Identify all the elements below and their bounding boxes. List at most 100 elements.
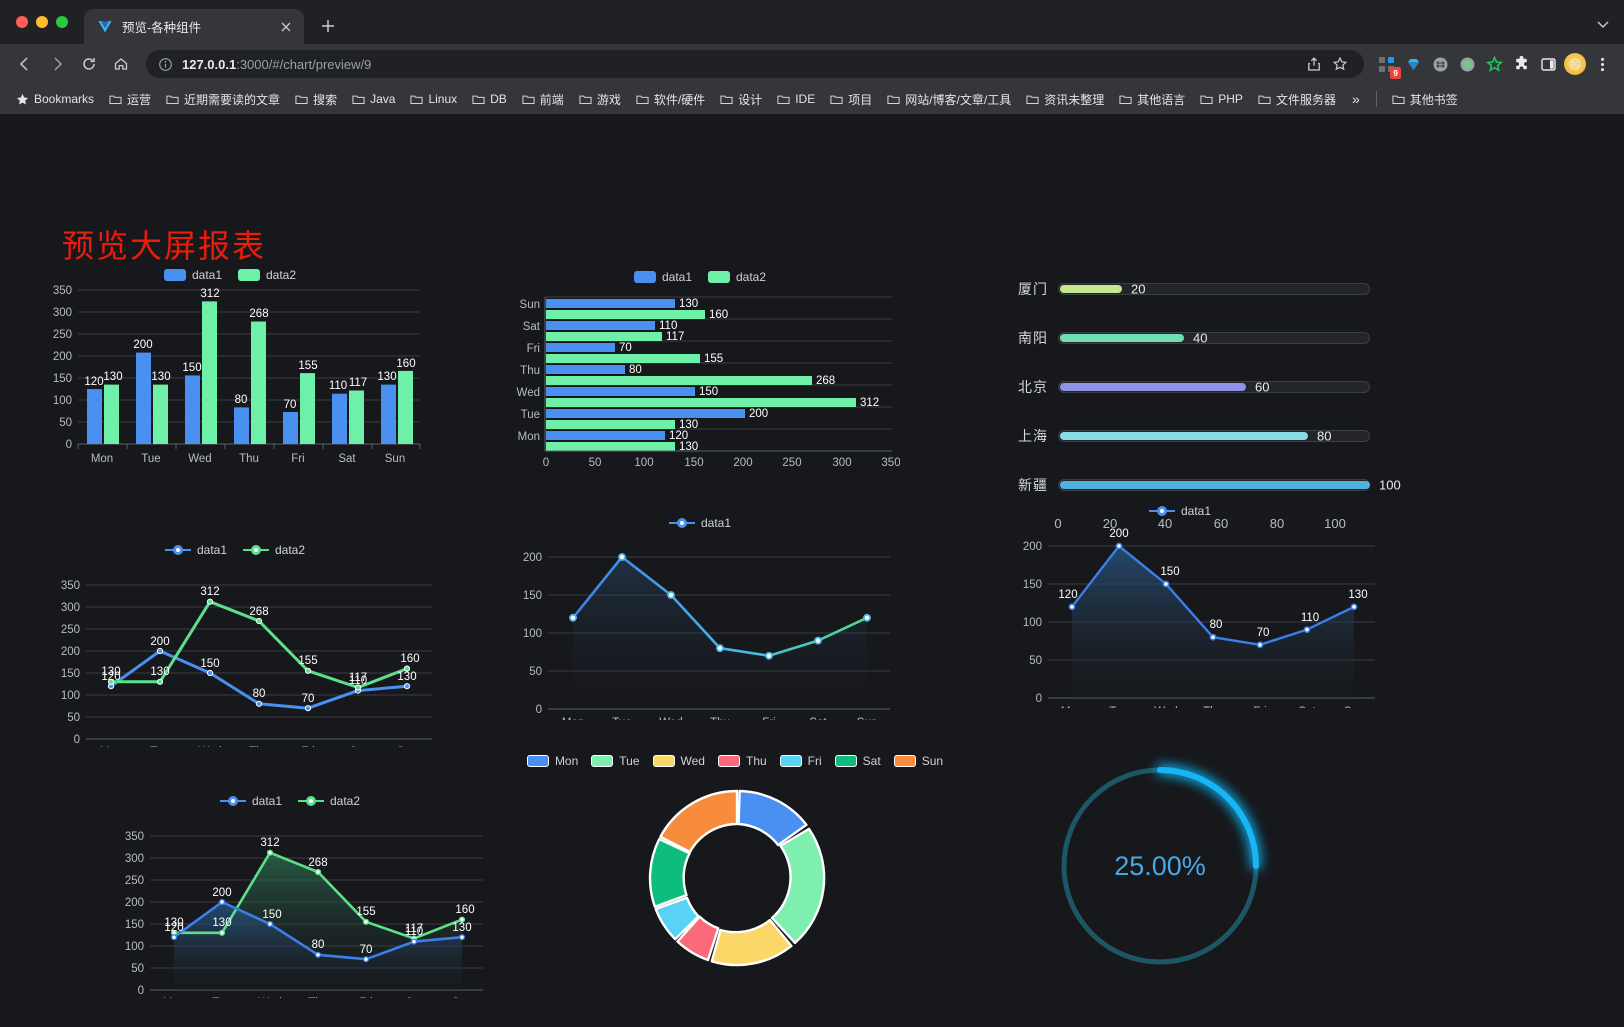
legend-item-tue[interactable]: Tue: [591, 754, 640, 768]
x-tick-labels: Mon Tue Wed Thu Fri Sat Sun: [1061, 706, 1364, 718]
bookmark-star-icon[interactable]: [1328, 52, 1352, 76]
line-dual-plot: 350 300 250 200 150 100 50 0: [61, 580, 432, 758]
chevron-down-icon[interactable]: [1596, 17, 1610, 36]
bookmark-item-14[interactable]: 资讯未整理: [1020, 88, 1110, 111]
svg-text:130: 130: [101, 666, 120, 678]
progress-value: 40: [1193, 330, 1208, 346]
legend-item-sat[interactable]: Sat: [834, 754, 881, 768]
bookmark-item-bookmarks[interactable]: Bookmarks: [10, 89, 100, 109]
bookmark-item-2[interactable]: 近期需要读的文章: [160, 88, 286, 111]
donut-plot: [648, 789, 826, 967]
legend-item-data2[interactable]: data2: [238, 268, 296, 282]
legend-item-fri[interactable]: Fri: [779, 754, 822, 768]
progress-value: 100: [1379, 477, 1401, 493]
svg-text:80: 80: [629, 364, 642, 376]
donut-slice-wed[interactable]: [710, 918, 793, 967]
area-fill: [573, 557, 867, 709]
legend-item-mon[interactable]: Mon: [526, 754, 578, 768]
chart-donut: Mon Tue Wed Thu Fri: [500, 754, 970, 1004]
progress-track[interactable]: 20: [1058, 282, 1370, 297]
back-button[interactable]: [10, 49, 40, 79]
legend-item-data2[interactable]: data2: [243, 543, 305, 557]
donut-slice-tue[interactable]: [770, 827, 826, 945]
progress-track[interactable]: 40: [1058, 330, 1370, 346]
legend-label: data2: [266, 268, 297, 282]
donut-slice-fri[interactable]: [654, 896, 700, 941]
green-star-icon[interactable]: [1482, 52, 1506, 76]
bookmark-item-16[interactable]: PHP: [1194, 89, 1249, 109]
share-icon[interactable]: [1302, 52, 1326, 76]
kebab-menu-icon[interactable]: [1590, 52, 1614, 76]
bookmark-item-5[interactable]: Linux: [404, 89, 463, 109]
svg-text:155: 155: [704, 353, 723, 365]
close-tab-button[interactable]: [276, 17, 296, 37]
svg-text:117: 117: [666, 331, 684, 343]
donut-slice-thu[interactable]: [676, 915, 720, 962]
legend-item-data1[interactable]: data1: [669, 516, 731, 530]
bookmark-item-17[interactable]: 文件服务器: [1252, 88, 1342, 111]
svg-text:268: 268: [249, 606, 268, 618]
bookmark-item-12[interactable]: 项目: [824, 88, 878, 111]
info-circle-icon[interactable]: [158, 57, 173, 72]
donut-slice-mon[interactable]: [737, 789, 808, 847]
reload-button[interactable]: [74, 49, 104, 79]
bookmarks-overflow-button[interactable]: »: [1351, 91, 1360, 107]
folder-icon: [777, 95, 790, 104]
forward-button[interactable]: [42, 49, 72, 79]
bookmark-item-13[interactable]: 网站/博客/文章/工具: [881, 88, 1017, 111]
legend-item-data1[interactable]: data1: [1149, 504, 1211, 518]
bookmark-item-4[interactable]: Java: [346, 89, 401, 109]
progress-track[interactable]: 100: [1058, 478, 1401, 493]
donut-slice-sat[interactable]: [648, 837, 691, 908]
diamond-icon[interactable]: [1401, 52, 1425, 76]
legend-item-data2[interactable]: data2: [298, 794, 360, 808]
svg-text:Tue: Tue: [212, 997, 231, 998]
bookmark-item-9[interactable]: 软件/硬件: [630, 88, 711, 111]
svg-text:250: 250: [61, 624, 80, 636]
bookmark-item-3[interactable]: 搜索: [289, 88, 343, 111]
extensions-grid-icon[interactable]: 9: [1374, 52, 1401, 79]
progress-track[interactable]: 60: [1058, 380, 1370, 395]
legend-item-wed[interactable]: Wed: [652, 754, 705, 768]
bars: [546, 299, 856, 451]
svg-text:120: 120: [101, 671, 120, 683]
legend-item-data1[interactable]: data1: [163, 268, 222, 282]
donut-segments: [648, 789, 826, 967]
legend-item-data1[interactable]: data1: [165, 543, 227, 557]
side-panel-icon[interactable]: [1536, 52, 1560, 76]
bookmark-item-11[interactable]: IDE: [771, 89, 821, 109]
green-circle-icon[interactable]: [1455, 52, 1479, 76]
bookmark-item-1[interactable]: 运营: [103, 88, 157, 111]
bookmark-item-10[interactable]: 设计: [714, 88, 768, 111]
other-bookmarks-button[interactable]: 其他书签: [1386, 88, 1464, 111]
legend-item-data1[interactable]: data1: [633, 270, 692, 284]
profile-avatar[interactable]: 😄: [1563, 52, 1587, 76]
svg-text:80: 80: [253, 688, 266, 700]
browser-tab[interactable]: 预览-各种组件: [84, 9, 304, 44]
home-button[interactable]: [106, 49, 136, 79]
hash-circle-icon[interactable]: [1428, 52, 1452, 76]
minimize-window-button[interactable]: [36, 16, 48, 28]
address-bar[interactable]: 127.0.0.1:3000/#/chart/preview/9: [146, 50, 1364, 78]
legend-item-thu[interactable]: Thu: [717, 754, 767, 768]
legend-item-sun[interactable]: Sun: [893, 754, 943, 768]
legend-swatch-icon: [633, 271, 656, 283]
folder-icon: [1200, 95, 1213, 104]
maximize-window-button[interactable]: [56, 16, 68, 28]
puzzle-icon[interactable]: [1509, 52, 1533, 76]
bookmark-item-8[interactable]: 游戏: [573, 88, 627, 111]
svg-text:312: 312: [260, 837, 279, 849]
new-tab-button[interactable]: [314, 12, 342, 40]
donut-slice-sun[interactable]: [659, 789, 739, 854]
bookmark-item-7[interactable]: 前端: [516, 88, 570, 111]
legend-item-data2[interactable]: data2: [708, 270, 766, 284]
close-window-button[interactable]: [16, 16, 28, 28]
folder-icon: [1258, 95, 1271, 104]
svg-text:150: 150: [523, 590, 542, 602]
bookmark-item-15[interactable]: 其他语言: [1113, 88, 1191, 111]
bars: [87, 301, 413, 444]
svg-text:150: 150: [262, 909, 281, 921]
bookmark-item-6[interactable]: DB: [466, 89, 513, 109]
progress-track[interactable]: 80: [1058, 429, 1370, 444]
legend-item-data1[interactable]: data1: [220, 794, 282, 808]
